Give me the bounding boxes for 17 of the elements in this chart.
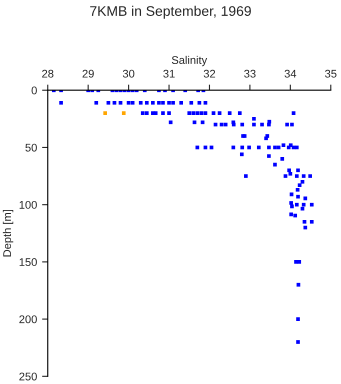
x-axis-title: Salinity bbox=[172, 56, 208, 66]
y-tick-label: 0 bbox=[32, 86, 37, 94]
x-tick-label: 29 bbox=[82, 70, 94, 78]
y-tick-label: 50 bbox=[25, 144, 37, 152]
x-tick-label: 31 bbox=[163, 70, 175, 78]
x-tick-label: 34 bbox=[284, 70, 296, 78]
y-tick-label: 200 bbox=[19, 315, 37, 324]
x-tick-label: 35 bbox=[325, 70, 336, 78]
y-tick-label: 250 bbox=[19, 372, 37, 380]
x-tick-label: 30 bbox=[122, 70, 134, 78]
y-axis-title: Depth [m] bbox=[2, 210, 14, 256]
x-tick-label: 32 bbox=[204, 70, 216, 78]
x-tick-label: 28 bbox=[42, 70, 54, 78]
y-tick-label: 100 bbox=[20, 200, 37, 209]
y-tick-label: 150 bbox=[20, 258, 37, 266]
chart-title: 7KMB in September, 1969 bbox=[90, 6, 251, 19]
x-tick-label: 33 bbox=[244, 70, 256, 78]
